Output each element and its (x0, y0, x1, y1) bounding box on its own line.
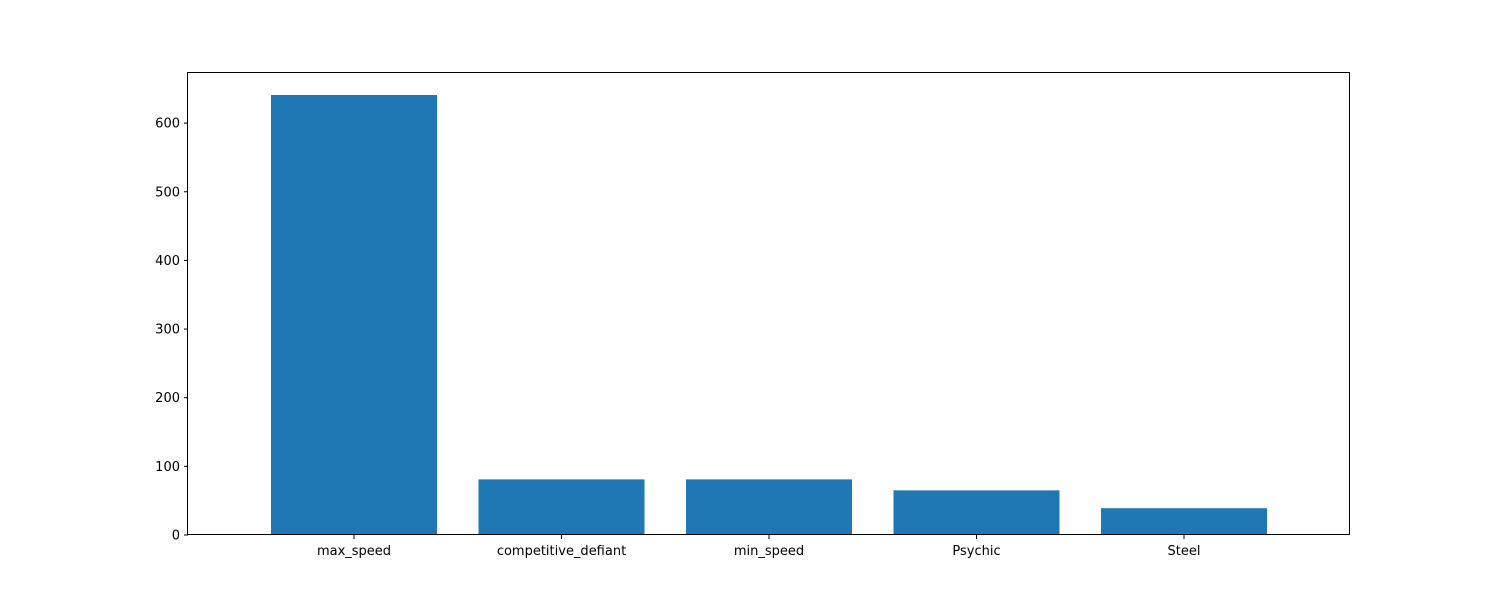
y-tick-label: 400 (155, 254, 180, 269)
y-tick-label: 100 (155, 460, 180, 475)
x-axis: max_speed competitive_defiant min_speed Psy… (317, 535, 1201, 559)
x-tick-label: min_speed (734, 544, 804, 559)
x-tick-label: max_speed (317, 544, 391, 559)
y-tick-label: 300 (155, 323, 180, 338)
bars-group (271, 94, 1267, 535)
y-tick-label: 500 (155, 185, 180, 200)
x-tick-label: Steel (1168, 544, 1201, 559)
y-tick-label: 0 (172, 529, 180, 544)
bar-competitive-defiant (478, 479, 645, 535)
x-tick-label: Psychic (952, 544, 1000, 559)
bar-min-speed (686, 479, 852, 535)
y-tick-label: 600 (155, 117, 180, 132)
x-tick-label: competitive_defiant (497, 544, 626, 559)
y-tick-label: 200 (155, 391, 180, 406)
bar-steel (1101, 508, 1267, 535)
bar-psychic (893, 490, 1060, 535)
plot-frame (187, 72, 1350, 535)
bar-max-speed (271, 94, 437, 535)
